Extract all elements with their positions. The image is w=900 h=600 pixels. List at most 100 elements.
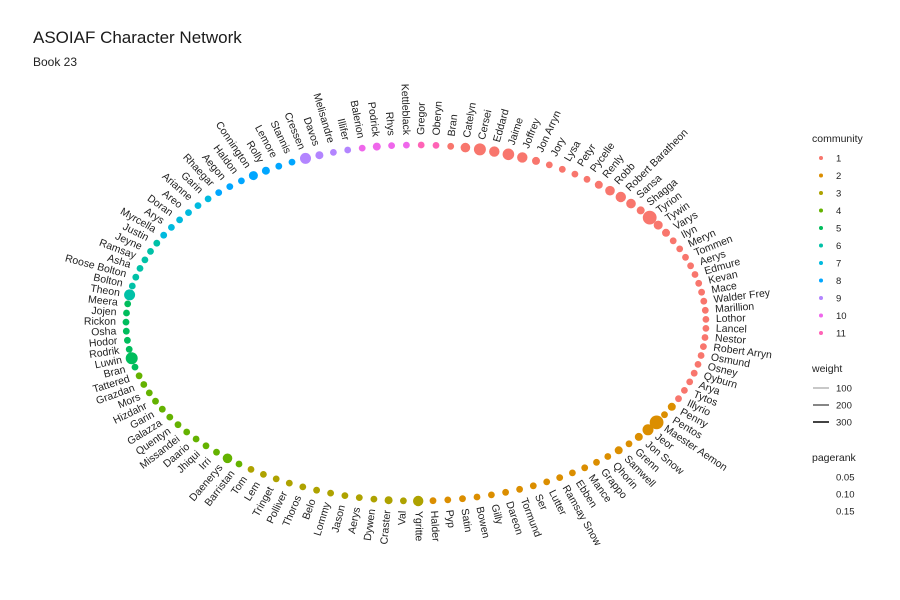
node-tyrion <box>642 210 657 225</box>
node-grenn <box>625 440 633 448</box>
node-label: Bran <box>102 364 127 381</box>
node-petyr <box>571 170 579 178</box>
node-rodrik <box>125 345 133 353</box>
nodes-layer <box>122 141 710 507</box>
node-garin <box>158 405 166 413</box>
node-aerys <box>355 494 363 501</box>
node-meryn <box>676 245 684 253</box>
node-label: Pyp <box>443 509 457 528</box>
legend-community-label: 5 <box>836 224 841 235</box>
node-penny <box>667 402 676 411</box>
node-ramsay-snow <box>556 474 564 481</box>
node-craster <box>384 496 393 505</box>
node-lutter <box>543 478 551 486</box>
node-jason <box>341 492 349 499</box>
node-podrick <box>372 142 381 151</box>
node-jeor <box>642 424 654 436</box>
node-label: Lothor <box>716 312 747 325</box>
node-jon-snow <box>634 432 643 441</box>
node-bowen <box>473 493 481 501</box>
node-theon <box>124 289 136 301</box>
node-pyp <box>444 496 452 504</box>
node-thoros <box>299 483 307 491</box>
node-robb <box>605 185 615 196</box>
node-label: Lancel <box>716 323 747 336</box>
node-tytos <box>681 387 688 394</box>
node-arya <box>686 378 694 386</box>
legend-weight-title: weight <box>811 363 842 375</box>
node-lysa <box>558 165 566 173</box>
legend-community-label: 7 <box>836 259 841 270</box>
legend-community-swatch <box>819 156 823 160</box>
node-balerion <box>358 144 366 152</box>
node-label: Jason <box>329 504 348 534</box>
node-mace <box>698 288 705 296</box>
node-gregor <box>417 141 425 149</box>
node-illifer <box>344 146 352 154</box>
node-label: Gilly <box>488 503 505 527</box>
node-qyburn <box>690 369 698 377</box>
node-nestor <box>701 334 709 341</box>
legend: community 1 2 3 4 5 6 7 8 9 10 11 weight 100 200 300 pag… <box>811 133 864 518</box>
node-catelyn <box>460 142 471 153</box>
legend-pagerank-label: 0.05 <box>836 473 855 484</box>
node-hizdahr <box>152 397 159 405</box>
node-kettleblack <box>403 141 410 149</box>
legend-pagerank-label: 0.10 <box>836 490 855 501</box>
node-label: Theon <box>89 283 120 300</box>
node-label: Luwin <box>94 354 123 371</box>
legend-community-label: 10 <box>836 311 847 322</box>
legend-weight-label: 200 <box>836 401 852 412</box>
legend-community-label: 2 <box>836 171 841 182</box>
node-grazdan <box>140 381 148 388</box>
node-label: Satin <box>458 508 474 534</box>
legend-community-swatch <box>819 313 823 318</box>
node-bolton <box>128 282 136 290</box>
node-aegon <box>226 183 234 191</box>
node-pentos <box>661 411 668 419</box>
node-ramsay <box>141 256 149 264</box>
node-halder <box>429 497 437 505</box>
node-qhorin <box>604 453 612 460</box>
legend-community-swatch <box>819 296 823 300</box>
node-barristan <box>235 460 243 468</box>
node-samwell <box>614 446 623 455</box>
node-lem <box>260 471 267 478</box>
node-label: Rodrik <box>88 345 121 361</box>
node-doran <box>176 216 184 224</box>
node-tommen <box>682 253 689 261</box>
node-mance <box>581 464 589 472</box>
legend-community-swatch <box>819 278 823 283</box>
node-missandei <box>183 428 191 436</box>
node-kevan <box>695 279 703 287</box>
node-garin <box>204 195 212 203</box>
node-bran <box>131 363 139 371</box>
node-val <box>400 497 407 505</box>
legend-community-label: 1 <box>836 154 841 165</box>
node-rolly <box>261 166 270 175</box>
node-label: Hodor <box>88 335 118 350</box>
legend-weight-label: 300 <box>836 418 852 429</box>
node-daenerys <box>222 453 233 464</box>
node-label: Osha <box>91 325 117 338</box>
node-tywin <box>653 220 663 230</box>
node-label: Podrick <box>365 101 382 138</box>
node-arianne <box>194 202 202 210</box>
node-maester-aemon <box>649 415 664 430</box>
node-polliver <box>285 479 293 487</box>
node-hodor <box>124 336 131 344</box>
node-jeyne <box>147 248 154 255</box>
node-label: Marillion <box>715 301 755 316</box>
node-label: Val <box>396 511 409 526</box>
node-jhiqui <box>202 442 210 450</box>
node-ygritte <box>413 495 424 507</box>
node-label: Rickon <box>84 316 116 328</box>
legend-pagerank-title: pagerank <box>812 452 857 464</box>
node-jory <box>545 161 553 169</box>
node-arys <box>168 224 175 231</box>
node-label: Halder <box>428 510 442 542</box>
node-label: Jojen <box>91 305 117 318</box>
legend-community-swatch <box>819 226 823 230</box>
